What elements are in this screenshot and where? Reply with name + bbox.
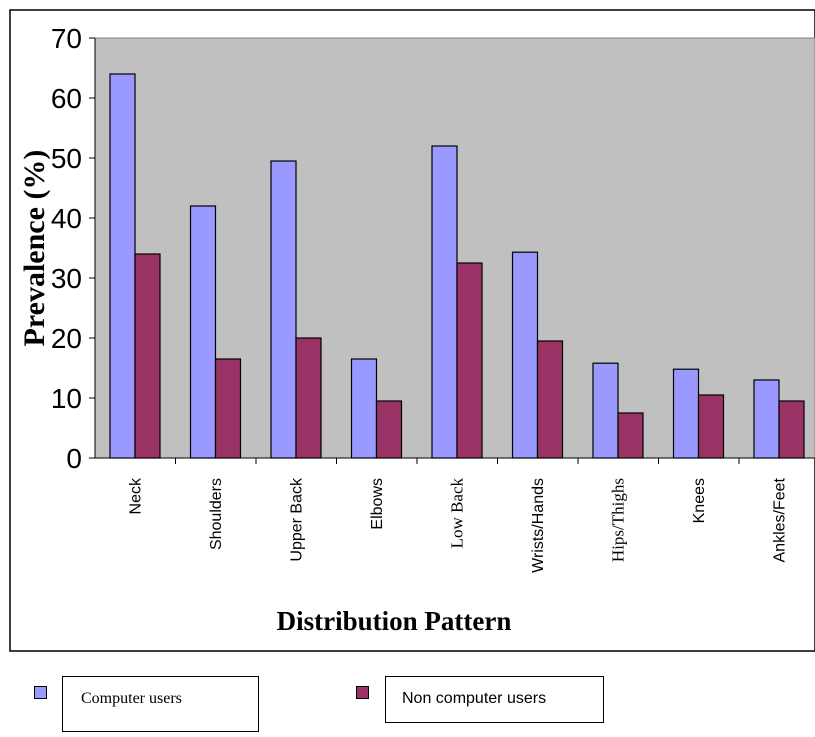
x-tick-label: Low Back — [447, 478, 466, 549]
y-tick-label: 30 — [51, 263, 82, 294]
bar-computer-users-low-back — [431, 145, 458, 459]
bar-computer-users-wrists-hands — [511, 251, 539, 459]
bar-non-computer-users-neck — [134, 253, 161, 459]
bar-non-computer-users-hips-thighs — [617, 412, 644, 459]
y-tick-label: 70 — [51, 23, 82, 54]
x-tick-label: Elbows — [369, 478, 386, 530]
y-tick-label: 10 — [51, 383, 82, 414]
x-axis: Neck Shoulders Upper Back Elbows Low Back Wri… — [95, 457, 815, 573]
legend-swatch-computer-users — [34, 686, 47, 699]
x-tick-label: Knees — [691, 478, 708, 523]
legend-entry-non-computer-users: Non computer users — [385, 676, 604, 723]
bar-non-computer-users-shoulders — [214, 358, 242, 459]
bar-non-computer-users-ankles-feet — [778, 400, 805, 459]
bar-computer-users-elbows — [350, 358, 378, 459]
x-axis-label: Distribution Pattern — [277, 606, 512, 636]
y-tick-label: 0 — [66, 443, 82, 474]
bar-non-computer-users-wrists-hands — [536, 340, 564, 459]
bar-non-computer-users-knees — [697, 394, 725, 459]
legend-label-non-computer-users: Non computer users — [402, 690, 547, 707]
y-tick-label: 50 — [51, 143, 82, 174]
y-axis-label: Prevalence (%) — [18, 150, 51, 347]
x-tick-label: Ankles/Feet — [771, 477, 788, 562]
bar-computer-users-ankles-feet — [753, 379, 780, 459]
bar-computer-users-upper-back — [270, 160, 297, 459]
bar-non-computer-users-elbows — [375, 400, 403, 459]
y-tick-label: 40 — [51, 203, 82, 234]
x-tick-label: Shoulders — [208, 478, 225, 550]
y-axis: 0 10 20 30 40 50 60 70 — [51, 23, 96, 474]
bar-computer-users-knees — [672, 368, 700, 459]
legend-label-computer-users: Computer users — [81, 690, 182, 707]
bar-computer-users-hips-thighs — [592, 362, 619, 459]
x-tick-label: Neck — [127, 477, 144, 514]
bar-computer-users-shoulders — [189, 205, 217, 459]
x-tick-label: Upper Back — [288, 477, 305, 562]
bars-group — [109, 73, 805, 459]
bar-non-computer-users-upper-back — [295, 337, 322, 459]
x-tick-label: Wrists/Hands — [530, 478, 547, 573]
y-tick-label: 20 — [51, 323, 82, 354]
x-tick-label: Hips/Thighs — [608, 478, 627, 562]
y-tick-label: 60 — [51, 83, 82, 114]
legend-swatch-non-computer-users — [356, 686, 369, 699]
bar-computer-users-neck — [109, 73, 136, 459]
bar-non-computer-users-low-back — [456, 262, 483, 459]
legend-entry-computer-users: Computer users — [62, 676, 259, 732]
